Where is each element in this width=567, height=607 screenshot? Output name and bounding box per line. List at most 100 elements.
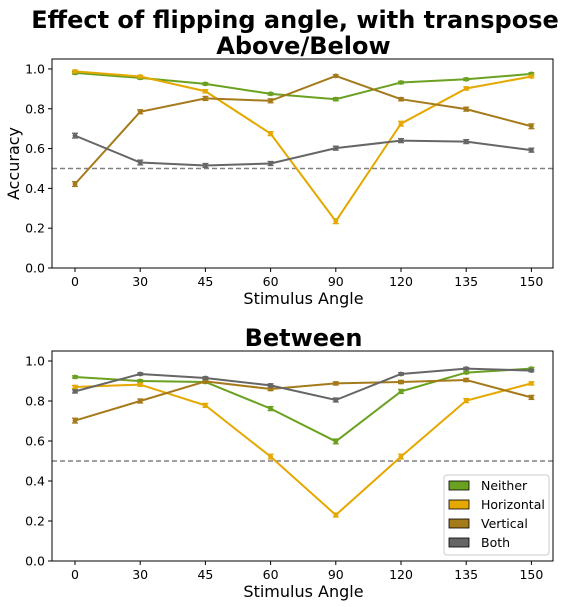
x-tick-label: 60 [263,274,279,289]
legend-box [443,474,550,556]
data-point [72,384,78,390]
data-point [398,379,404,385]
axes-frame [51,58,554,269]
data-point [72,389,78,394]
data-point [268,98,273,104]
data-point [268,454,273,459]
x-tick-label: 90 [328,274,344,289]
y-tick-label: 1.0 [25,354,45,369]
y-tick-label: 0.2 [25,514,45,529]
x-tick-label: 0 [71,567,79,582]
data-point [398,80,404,85]
legend-label-horizontal: Horizontal [481,497,545,512]
y-tick-label: 0.6 [25,434,45,449]
data-point [203,163,208,168]
x-axis-label: Stimulus Angle [243,582,363,601]
x-axis-label: Stimulus Angle [243,289,363,308]
series-line-horizontal [74,382,532,517]
data-point [463,398,469,403]
data-point [72,181,78,187]
data-point [529,368,534,373]
data-point [268,91,273,97]
y-tick-label: 0.8 [25,101,45,116]
data-point [268,406,273,411]
data-point [463,139,469,145]
series-line-both [74,367,532,402]
data-point [72,68,78,74]
x-tick-label: 45 [197,274,213,289]
data-point [398,96,404,102]
series-line-neither [74,367,532,443]
x-tick-label: 150 [519,567,543,582]
axes-frame [51,350,554,562]
data-point [529,74,534,79]
data-point [137,378,143,384]
legend-label-vertical: Vertical [481,516,528,531]
data-point [137,382,143,387]
legend-label-neither: Neither [481,478,528,493]
data-point [463,106,469,112]
data-point [137,160,143,165]
y-axis-label: Accuracy [4,127,23,200]
data-point [398,454,404,459]
chart-title: Between [245,324,363,352]
x-tick-label: 90 [328,567,344,582]
data-point [529,381,534,386]
data-point [333,145,339,151]
data-point [333,439,339,444]
data-point [398,371,404,377]
data-point [333,218,339,224]
data-point [398,389,404,394]
data-point [463,377,469,383]
series-line-vertical [74,378,532,422]
y-tick-label: 0.8 [25,394,45,409]
data-point [529,123,534,129]
legend-swatch-vertical [448,518,470,529]
data-point [203,96,208,101]
data-point [203,379,208,384]
data-point [72,374,78,380]
y-tick-label: 0.4 [25,474,45,489]
series-line-vertical [74,74,532,185]
series-line-horizontal [74,70,532,223]
data-point [333,397,339,403]
y-tick-label: 0.4 [25,181,45,196]
data-point [463,370,469,375]
data-point [137,371,143,377]
legend-swatch-horizontal [448,499,470,510]
x-tick-label: 120 [389,567,413,582]
figure-title: Effect of flipping angle, with transpose [31,6,559,34]
x-tick-label: 30 [132,567,148,582]
data-point [463,366,469,371]
data-point [137,398,143,404]
data-point [268,161,273,166]
data-point [203,403,208,408]
chart-above-below: Above/Below 0.0 0.2 0.4 0.6 0.8 1.0 0 30 45 60 90 12… [4,32,554,308]
data-point [203,88,208,94]
y-tick-label: 0.0 [25,261,45,276]
data-point [268,131,273,137]
y-tick-label: 0.0 [25,554,45,569]
x-tick-label: 135 [454,567,478,582]
data-point [203,375,208,381]
data-point [268,383,273,388]
x-tick-label: 150 [519,274,543,289]
data-point [529,395,534,400]
y-tick-label: 1.0 [25,61,45,76]
chart-title: Above/Below [216,32,390,60]
data-point [333,73,339,79]
x-tick-label: 135 [454,274,478,289]
data-point [203,81,208,87]
data-point [333,96,339,102]
data-point [529,147,534,153]
data-point [137,74,143,79]
data-point [333,512,339,518]
data-point [137,109,143,115]
data-point [463,76,469,82]
data-point [398,138,404,144]
x-tick-label: 120 [389,274,413,289]
x-tick-label: 45 [197,567,213,582]
x-tick-label: 60 [263,567,279,582]
data-point [72,418,78,423]
